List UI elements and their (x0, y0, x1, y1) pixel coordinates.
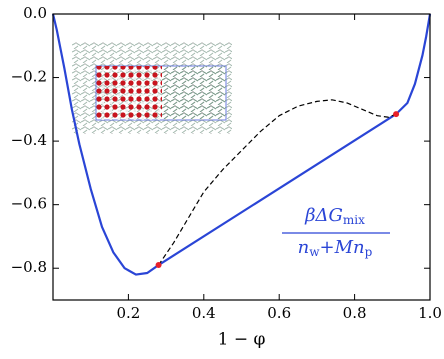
x-tick-label: 0.8 (343, 304, 367, 322)
data-point (393, 111, 400, 118)
subscript: w (309, 245, 320, 259)
y-tick-label: 0.0 (23, 4, 47, 22)
math-text: +Mn (320, 237, 365, 258)
subscript: mix (343, 213, 365, 227)
y-tick-label: −0.8 (11, 258, 47, 276)
subscript: p (365, 245, 373, 259)
x-tick-label: 0.4 (192, 304, 216, 322)
y-tick-label: −0.2 (11, 68, 47, 86)
math-text: βΔG (304, 205, 343, 226)
inset-image (72, 42, 232, 134)
x-tick-label: 0.2 (116, 304, 140, 322)
data-point (155, 262, 162, 269)
y-tick-label: −0.4 (11, 131, 47, 149)
annotation-denominator: nw+Mnp (298, 237, 373, 259)
x-tick-label: 1.0 (418, 304, 442, 322)
x-axis-label: 1 − φ (218, 330, 266, 350)
annotation-numerator: βΔGmix (304, 205, 365, 227)
line (158, 99, 397, 266)
math-text: n (298, 237, 310, 258)
x-tick-label: 0.6 (267, 304, 291, 322)
y-tick-label: −0.6 (11, 195, 47, 213)
line (51, 13, 432, 276)
axes-frame (52, 13, 431, 301)
